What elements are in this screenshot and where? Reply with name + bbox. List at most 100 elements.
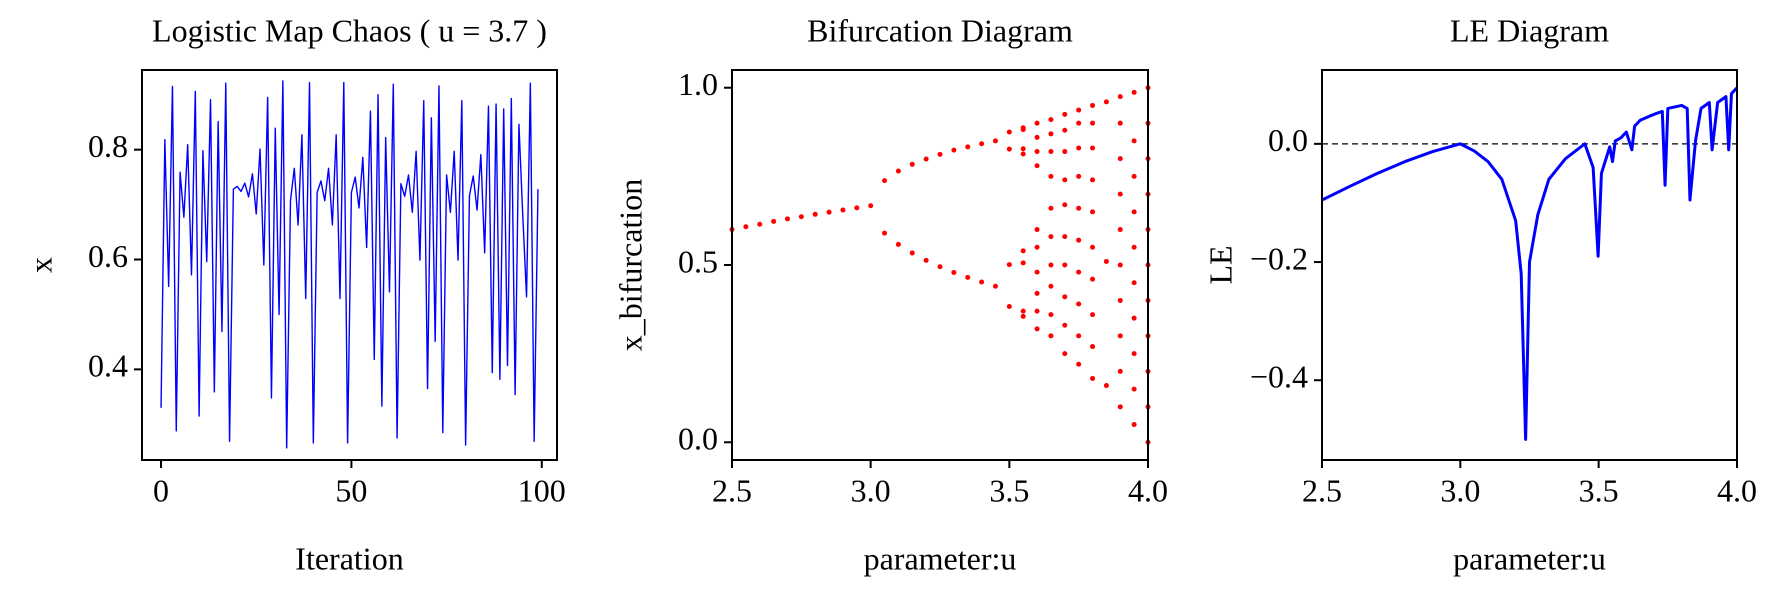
data-point [923,257,929,263]
data-point [992,283,998,289]
data-point [923,156,929,162]
data-point [1020,260,1026,266]
data-point [1062,111,1068,117]
x-tick-label: 100 [518,472,566,508]
x-tick-label: 3.5 [1579,472,1619,508]
y-tick-label: 0.5 [678,243,718,279]
data-point [1131,422,1137,428]
data-point [1006,146,1012,152]
data-point [937,151,943,157]
data-point [979,279,985,285]
data-point [1034,149,1040,155]
data-point [1006,303,1012,309]
data-point [1034,269,1040,275]
data-point [1048,312,1054,318]
data-point [1048,117,1054,123]
data-point [1131,244,1137,250]
y-tick-label: −0.2 [1250,240,1308,276]
data-point [1006,262,1012,268]
x-tick-label: 4.0 [1717,472,1757,508]
data-point [1117,156,1123,162]
data-point [882,230,888,236]
data-point [1090,375,1096,381]
data-point [826,209,832,215]
data-point [1076,301,1082,307]
data-point [1062,202,1068,208]
data-point [854,205,860,211]
data-point [1090,312,1096,318]
data-point [1117,262,1123,268]
axes-frame [731,69,1149,461]
data-point [1103,383,1109,389]
y-axis-label: x [22,257,58,273]
data-point [1117,94,1123,100]
data-point [909,250,915,256]
data-point [1062,322,1068,328]
chart-title: Logistic Map Chaos ( u = 3.7 ) [152,12,547,48]
data-point [1020,151,1026,157]
data-point [1006,129,1012,135]
data-point [1076,120,1082,126]
x-tick-label: 3.0 [851,472,891,508]
data-point [1048,283,1054,289]
data-point [1020,248,1026,254]
data-point [1034,326,1040,332]
data-point [965,144,971,150]
data-point [1076,205,1082,211]
x-tick-label: 3.0 [1440,472,1480,508]
data-point [1062,351,1068,357]
data-line [1322,86,1737,441]
chart-title: LE Diagram [1450,12,1609,48]
data-point [1076,269,1082,275]
data-point [1090,177,1096,183]
data-point [1076,145,1082,151]
data-point [1131,89,1137,95]
data-point [1034,308,1040,314]
axes-frame [141,69,558,461]
data-point [1062,127,1068,133]
data-point [1034,120,1040,126]
data-point [1048,234,1054,240]
data-point [1048,173,1054,179]
x-axis-label: parameter:u [864,540,1017,576]
data-point [1062,177,1068,183]
data-point [1131,138,1137,144]
data-point [1090,145,1096,151]
data-point [1048,149,1054,155]
data-point [1020,127,1026,133]
data-point [1090,209,1096,215]
data-point [1090,276,1096,282]
data-point [992,138,998,144]
data-point [1131,386,1137,392]
data-point [909,161,915,167]
data-point [1103,258,1109,264]
chart-title: Bifurcation Diagram [807,12,1073,48]
y-tick-label: −0.4 [1250,359,1308,395]
data-point [1131,315,1137,321]
data-point [1117,227,1123,233]
data-point [1090,244,1096,250]
data-point [1062,294,1068,300]
axes-frame [1321,69,1738,461]
data-point [1020,308,1026,314]
data-point [895,168,901,174]
data-point [1117,404,1123,410]
x-tick-label: 0 [153,472,169,508]
data-point [1076,361,1082,367]
data-point [1034,163,1040,169]
data-point [784,216,790,222]
data-point [798,214,804,220]
data-point [1131,209,1137,215]
y-tick-label: 0.8 [88,128,128,164]
data-point [1062,234,1068,240]
data-point [1062,149,1068,155]
data-point [868,203,874,209]
x-tick-label: 3.5 [989,472,1029,508]
data-point [1131,351,1137,357]
data-point [1090,120,1096,126]
data-point [1117,191,1123,197]
y-tick-label: 1.0 [678,66,718,102]
y-axis-label: x_bifurcation [612,179,648,351]
y-tick-label: 0.0 [1268,122,1308,158]
